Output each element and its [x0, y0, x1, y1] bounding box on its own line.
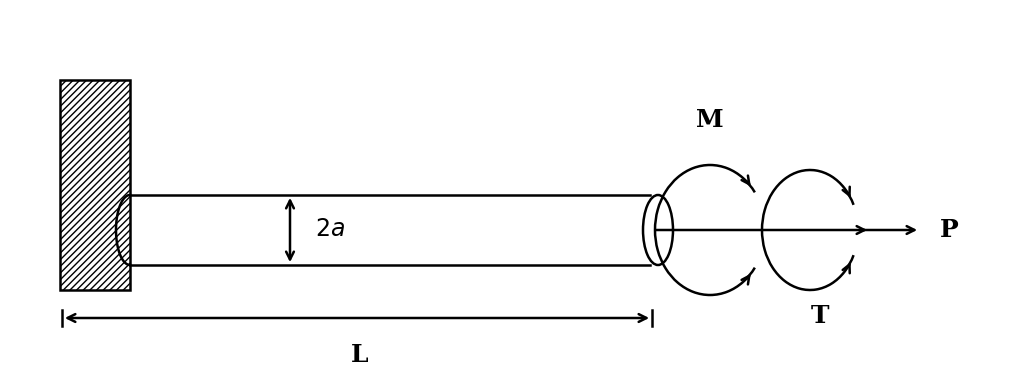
Text: $2a$: $2a$ — [315, 218, 345, 242]
Text: T: T — [811, 304, 829, 328]
Text: M: M — [696, 108, 724, 132]
Text: L: L — [351, 343, 369, 367]
Polygon shape — [60, 80, 130, 290]
Text: P: P — [940, 218, 958, 242]
